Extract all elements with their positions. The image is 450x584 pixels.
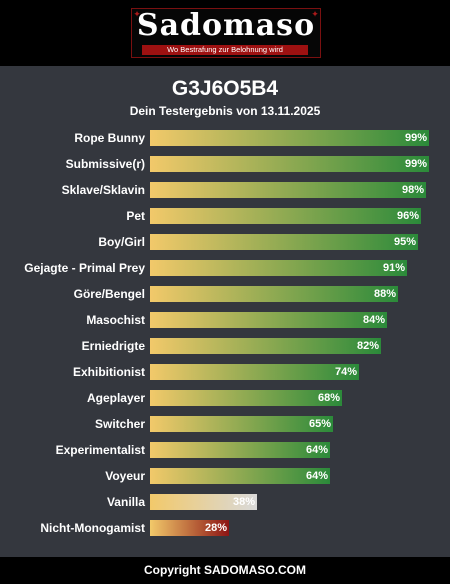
result-bar: 68% (150, 390, 342, 406)
chart-row: Nicht-Monogamist 28% (0, 520, 450, 536)
bar-value-label: 88% (373, 288, 396, 300)
category-label: Gejagte - Primal Prey (24, 261, 145, 275)
chart-row: Erniedrigte 82% (0, 338, 450, 354)
bar-value-label: 84% (362, 314, 385, 326)
chart-row: Sklave/Sklavin 98% (0, 182, 450, 198)
result-bar: 65% (150, 416, 333, 432)
category-label: Vanilla (106, 495, 145, 509)
category-label: Voyeur (105, 469, 145, 483)
bar-value-label: 98% (401, 184, 424, 196)
bar-value-label: 74% (334, 366, 357, 378)
category-label: Sklave/Sklavin (61, 183, 145, 197)
result-bar: 74% (150, 364, 359, 380)
bar-value-label: 95% (393, 236, 416, 248)
chart-row: Submissive(r) 99% (0, 156, 450, 172)
category-label: Switcher (94, 417, 145, 431)
result-bar: 38% (150, 494, 257, 510)
category-label: Göre/Bengel (73, 287, 145, 301)
result-subtitle: Dein Testergebnis von 13.11.2025 (129, 104, 321, 118)
category-label: Submissive(r) (65, 157, 145, 171)
bar-value-label: 38% (232, 496, 255, 508)
bar-value-label: 64% (305, 470, 328, 482)
chart-row: Vanilla 38% (0, 494, 450, 510)
chart-row: Exhibitionist 74% (0, 364, 450, 380)
chart-row: Masochist 84% (0, 312, 450, 328)
category-label: Pet (126, 209, 145, 223)
bar-value-label: 68% (317, 392, 340, 404)
category-label: Experimentalist (55, 443, 145, 457)
bar-value-label: 82% (356, 340, 379, 352)
bar-value-label: 96% (396, 210, 419, 222)
category-label: Rope Bunny (74, 131, 145, 145)
result-bar: 99% (150, 156, 429, 172)
bar-value-label: 91% (382, 262, 405, 274)
chart-row: Ageplayer 68% (0, 390, 450, 406)
bar-value-label: 99% (404, 132, 427, 144)
result-bar: 98% (150, 182, 426, 198)
category-label: Masochist (86, 313, 145, 327)
chart-row: Voyeur 64% (0, 468, 450, 484)
result-bar: 95% (150, 234, 418, 250)
category-label: Ageplayer (86, 391, 145, 405)
chart-row: Pet 96% (0, 208, 450, 224)
category-label: Boy/Girl (98, 235, 145, 249)
bar-value-label: 65% (308, 418, 331, 430)
result-title: G3J6O5B4 (171, 77, 279, 100)
result-bar: 91% (150, 260, 407, 276)
logo-tagline: Wo Bestrafung zur Belohnung wird (142, 45, 308, 55)
result-bar: 28% (150, 520, 229, 536)
chart-row: Boy/Girl 95% (0, 234, 450, 250)
result-bar: 64% (150, 468, 330, 484)
footer-copyright: Copyright SADOMASO.COM (0, 557, 450, 584)
site-logo[interactable]: ✦ ✦ Sadomaso Wo Bestrafung zur Belohnung… (131, 8, 321, 58)
logo-wordmark: Sadomaso (136, 8, 316, 43)
result-bar: 96% (150, 208, 421, 224)
result-bar: 88% (150, 286, 398, 302)
category-label: Exhibitionist (73, 365, 145, 379)
chart-row: Rope Bunny 99% (0, 130, 450, 146)
chart-row: Gejagte - Primal Prey 91% (0, 260, 450, 276)
logo-corner-ornament-icon: ✦ (133, 9, 141, 19)
category-label: Erniedrigte (81, 339, 145, 353)
chart-row: Göre/Bengel 88% (0, 286, 450, 302)
logo-corner-ornament-icon: ✦ (311, 9, 319, 19)
site-header: ✦ ✦ Sadomaso Wo Bestrafung zur Belohnung… (0, 0, 450, 66)
bar-value-label: 99% (404, 158, 427, 170)
chart-row: Experimentalist 64% (0, 442, 450, 458)
bar-value-label: 28% (204, 522, 227, 534)
category-label: Nicht-Monogamist (40, 521, 145, 535)
result-bar: 64% (150, 442, 330, 458)
result-bar: 84% (150, 312, 387, 328)
result-bar: 82% (150, 338, 381, 354)
bar-value-label: 64% (305, 444, 328, 456)
chart-row: Switcher 65% (0, 416, 450, 432)
result-bar: 99% (150, 130, 429, 146)
